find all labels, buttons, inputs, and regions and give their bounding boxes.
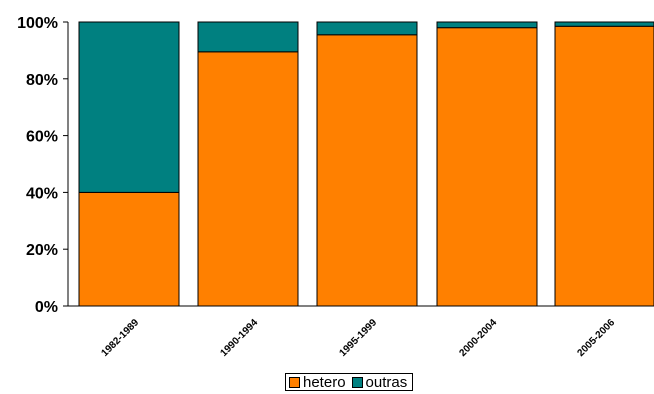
bar-segment-outras-0 — [78, 21, 180, 193]
y-ticks-group: 0% 20% 40% 60% 80% 100% — [17, 15, 68, 316]
legend-label-hetero: hetero — [303, 373, 346, 391]
bar-segment-outras-4 — [554, 21, 654, 27]
x-categories-group: 1982-1989 1990-1994 1995-1999 2000-2004 2005… — [100, 317, 618, 359]
bar-segment-hetero-3 — [436, 27, 538, 307]
x-category-label-3: 2000-2004 — [458, 317, 500, 359]
legend-swatch-outras — [351, 376, 363, 388]
legend-swatch-hetero — [289, 376, 300, 388]
legend-label-outras: outras — [365, 373, 408, 391]
bar-segment-hetero-2 — [316, 34, 418, 307]
y-tick-label-4: 80% — [26, 72, 58, 89]
bar-segment-hetero-1 — [197, 51, 299, 307]
x-category-label-4: 2005-2006 — [576, 317, 618, 359]
legend-item-hetero: hetero — [289, 374, 346, 391]
y-tick-label-0: 0% — [35, 299, 58, 316]
bar-segment-outras-1 — [197, 21, 299, 53]
axes-group — [67, 22, 654, 307]
x-category-label-2: 1995-1999 — [338, 317, 380, 359]
x-category-label-0: 1982-1989 — [100, 317, 142, 359]
bars-group — [78, 21, 654, 307]
x-category-label-1: 1990-1994 — [219, 317, 261, 359]
bar-segment-outras-2 — [316, 21, 418, 36]
bar-segment-outras-3 — [436, 21, 538, 29]
y-tick-label-5: 100% — [17, 15, 58, 32]
bar-segment-hetero-0 — [78, 191, 180, 307]
legend: hetero outras — [285, 373, 414, 391]
legend-item-outras: outras — [351, 373, 408, 391]
y-tick-label-1: 20% — [26, 242, 58, 259]
y-tick-label-2: 40% — [26, 185, 58, 202]
y-tick-label-3: 60% — [26, 129, 58, 146]
bar-segment-hetero-4 — [554, 25, 654, 307]
